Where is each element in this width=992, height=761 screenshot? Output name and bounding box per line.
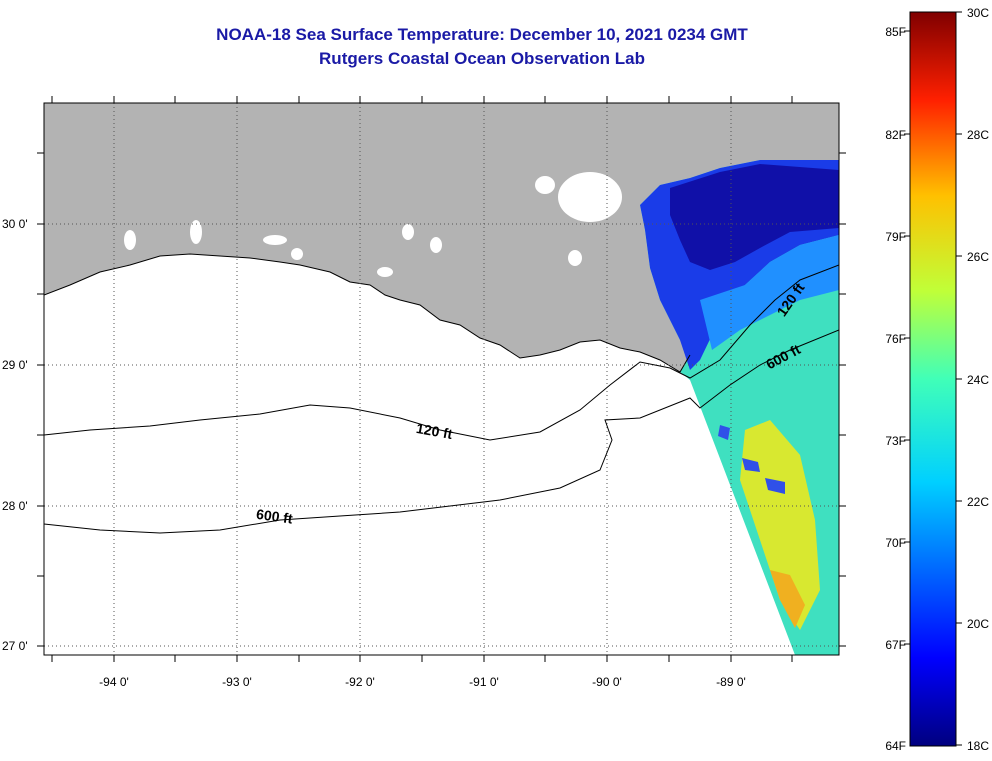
sst-swath-coldest bbox=[670, 164, 839, 270]
colorbar-celsius-label: 28C bbox=[967, 128, 989, 142]
frame-ticks bbox=[37, 96, 846, 662]
land-mass bbox=[44, 103, 839, 372]
colorbar-fahrenheit-label: 73F bbox=[885, 434, 906, 448]
sst-swath-warm bbox=[740, 420, 820, 630]
colorbar-celsius-label: 22C bbox=[967, 495, 989, 509]
longitude-label: -93 0' bbox=[222, 675, 252, 689]
lake bbox=[190, 220, 202, 244]
colorbar-fahrenheit-label: 82F bbox=[885, 128, 906, 142]
latitude-label: 29 0' bbox=[2, 358, 28, 372]
map-subtitle: Rutgers Coastal Ocean Observation Lab bbox=[319, 49, 645, 68]
longitude-label: -91 0' bbox=[469, 675, 499, 689]
sst-swath-cool-spot bbox=[718, 425, 785, 494]
lake bbox=[291, 248, 303, 260]
colorbar-celsius-label: 18C bbox=[967, 739, 989, 753]
sst-swath-mid bbox=[700, 235, 839, 350]
latitude-label: 28 0' bbox=[2, 499, 28, 513]
lake bbox=[402, 224, 414, 240]
longitude-label: -90 0' bbox=[592, 675, 622, 689]
lake bbox=[558, 172, 622, 222]
sst-swath-warmest bbox=[770, 570, 805, 628]
colorbar-ticks bbox=[904, 11, 962, 746]
latitude-label: 27 0' bbox=[2, 639, 28, 653]
lake bbox=[124, 230, 136, 250]
contour-600ft bbox=[44, 329, 839, 534]
coastline bbox=[44, 253, 691, 373]
longitude-label: -89 0' bbox=[716, 675, 746, 689]
lake bbox=[263, 235, 287, 245]
latitude-label: 30 0' bbox=[2, 217, 28, 231]
colorbar-celsius-label: 20C bbox=[967, 617, 989, 631]
colorbar-celsius-label: 24C bbox=[967, 373, 989, 387]
lake bbox=[377, 267, 393, 277]
colorbar-fahrenheit-label: 67F bbox=[885, 638, 906, 652]
map-frame bbox=[43, 102, 840, 656]
lake bbox=[535, 176, 555, 194]
lake bbox=[568, 250, 582, 266]
colorbar-fahrenheit-label: 85F bbox=[885, 25, 906, 39]
colorbar-fahrenheit-label: 79F bbox=[885, 230, 906, 244]
graticule bbox=[44, 103, 839, 655]
colorbar-celsius-label: 26C bbox=[967, 250, 989, 264]
colorbar-fahrenheit-label: 76F bbox=[885, 332, 906, 346]
colorbar-celsius-label: 30C bbox=[967, 6, 989, 20]
colorbar-fahrenheit-label: 70F bbox=[885, 536, 906, 550]
colorbar-fahrenheit-label: 64F bbox=[885, 739, 906, 753]
map-title: NOAA-18 Sea Surface Temperature: Decembe… bbox=[216, 25, 748, 44]
contour-label: 120 ft bbox=[415, 420, 454, 442]
longitude-label: -92 0' bbox=[345, 675, 375, 689]
lake bbox=[430, 237, 442, 253]
contour-label: 600 ft bbox=[255, 506, 294, 527]
longitude-label: -94 0' bbox=[99, 675, 129, 689]
contour-120ft bbox=[44, 264, 839, 441]
colorbar bbox=[909, 11, 957, 747]
